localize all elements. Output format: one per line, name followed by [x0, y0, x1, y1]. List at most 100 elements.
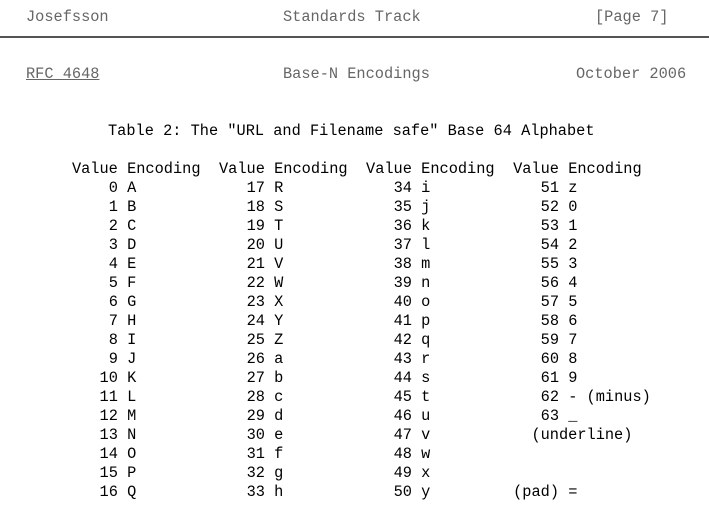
- cell-encoding: =: [568, 483, 578, 501]
- cell-value: 26: [246, 350, 265, 368]
- cell-value: 8: [108, 331, 118, 349]
- cell-encoding: k: [421, 217, 431, 235]
- cell-value: 36: [393, 217, 412, 235]
- cell-value: 15: [99, 464, 118, 482]
- cell-value: 43: [393, 350, 412, 368]
- cell-encoding: W: [274, 274, 284, 292]
- cell-encoding: c: [274, 388, 284, 406]
- column-header-value: Value: [366, 160, 412, 178]
- cell-encoding: o: [421, 293, 431, 311]
- cell-encoding: U: [274, 236, 284, 254]
- column-header-value: Value: [71, 160, 118, 178]
- cell-value: 35: [393, 198, 412, 216]
- cell-value: 50: [393, 483, 412, 501]
- cell-value: 4: [108, 255, 118, 273]
- cell-encoding: 1: [568, 217, 578, 235]
- cell-encoding: I: [127, 331, 137, 349]
- cell-value: 24: [246, 312, 265, 330]
- cell-encoding: P: [127, 464, 137, 482]
- cell-value: 13: [99, 426, 118, 444]
- cell-encoding: 3: [568, 255, 578, 273]
- cell-value: 16: [99, 483, 118, 501]
- cell-value: 11: [99, 388, 118, 406]
- header-category: Standards Track: [283, 8, 421, 26]
- cell-encoding: 7: [568, 331, 578, 349]
- cell-value: 58: [540, 312, 560, 330]
- cell-encoding: X: [274, 293, 284, 311]
- document-title: Base-N Encodings: [283, 65, 430, 83]
- cell-encoding: v: [421, 426, 431, 444]
- cell-value: 10: [99, 369, 118, 387]
- document-date: October 2006: [576, 65, 687, 83]
- cell-encoding: B: [127, 198, 137, 216]
- rfc-link[interactable]: RFC 4648: [26, 65, 100, 83]
- cell-encoding: 2: [568, 236, 578, 254]
- cell-value: 9: [108, 350, 118, 368]
- cell-value: 51: [540, 179, 560, 197]
- cell-value: 59: [540, 331, 560, 349]
- cell-encoding: a: [274, 350, 284, 368]
- cell-value: 44: [393, 369, 412, 387]
- cell-value: 53: [540, 217, 560, 235]
- cell-encoding: M: [127, 407, 137, 425]
- cell-encoding: j: [421, 198, 431, 216]
- cell-encoding: 9: [568, 369, 578, 387]
- cell-value: 17: [246, 179, 265, 197]
- cell-value: 60: [540, 350, 560, 368]
- cell-encoding: m: [421, 255, 431, 273]
- cell-encoding: 0: [568, 198, 578, 216]
- cell-value: 46: [393, 407, 412, 425]
- underline-note: (underline): [531, 426, 633, 444]
- cell-encoding: l: [421, 236, 431, 254]
- cell-encoding: r: [421, 350, 431, 368]
- column-header-encoding: Encoding: [274, 160, 348, 178]
- cell-value: 37: [393, 236, 412, 254]
- cell-value: 19: [246, 217, 265, 235]
- cell-encoding: Y: [274, 312, 284, 330]
- cell-value: 38: [393, 255, 412, 273]
- cell-value: 7: [108, 312, 118, 330]
- header-page-number: [Page 7]: [595, 8, 669, 26]
- cell-encoding: w: [421, 445, 431, 463]
- cell-encoding: G: [127, 293, 137, 311]
- cell-encoding: L: [127, 388, 137, 406]
- cell-encoding: J: [127, 350, 137, 368]
- cell-encoding: z: [568, 179, 578, 197]
- cell-value: 47: [393, 426, 412, 444]
- cell-value: 33: [246, 483, 265, 501]
- cell-encoding: g: [274, 464, 284, 482]
- cell-value: 61: [540, 369, 560, 387]
- cell-encoding: E: [127, 255, 137, 273]
- cell-value: 22: [246, 274, 265, 292]
- cell-encoding: O: [127, 445, 137, 463]
- cell-value: (pad): [513, 483, 560, 501]
- cell-value: 41: [393, 312, 412, 330]
- cell-value: 45: [393, 388, 412, 406]
- cell-value: 56: [540, 274, 560, 292]
- column-header-value: Value: [218, 160, 265, 178]
- cell-encoding: Z: [274, 331, 284, 349]
- cell-value: 25: [246, 331, 265, 349]
- cell-encoding: V: [274, 255, 284, 273]
- cell-encoding: h: [274, 483, 284, 501]
- cell-encoding: y: [421, 483, 431, 501]
- cell-value: 40: [393, 293, 412, 311]
- cell-value: 48: [393, 445, 412, 463]
- cell-value: 27: [246, 369, 265, 387]
- page-divider: [0, 36, 709, 38]
- header-author: Josefsson: [26, 8, 109, 26]
- cell-value: 2: [108, 217, 118, 235]
- cell-value: 57: [540, 293, 560, 311]
- cell-encoding: F: [127, 274, 137, 292]
- cell-encoding: _: [568, 407, 578, 425]
- cell-encoding: u: [421, 407, 431, 425]
- cell-value: 30: [246, 426, 265, 444]
- cell-value: 39: [393, 274, 412, 292]
- cell-value: 34: [393, 179, 412, 197]
- cell-value: 18: [246, 198, 265, 216]
- cell-encoding: Q: [127, 483, 137, 501]
- cell-value: 32: [246, 464, 265, 482]
- cell-value: 14: [99, 445, 118, 463]
- cell-encoding: i: [421, 179, 431, 197]
- cell-encoding: R: [274, 179, 284, 197]
